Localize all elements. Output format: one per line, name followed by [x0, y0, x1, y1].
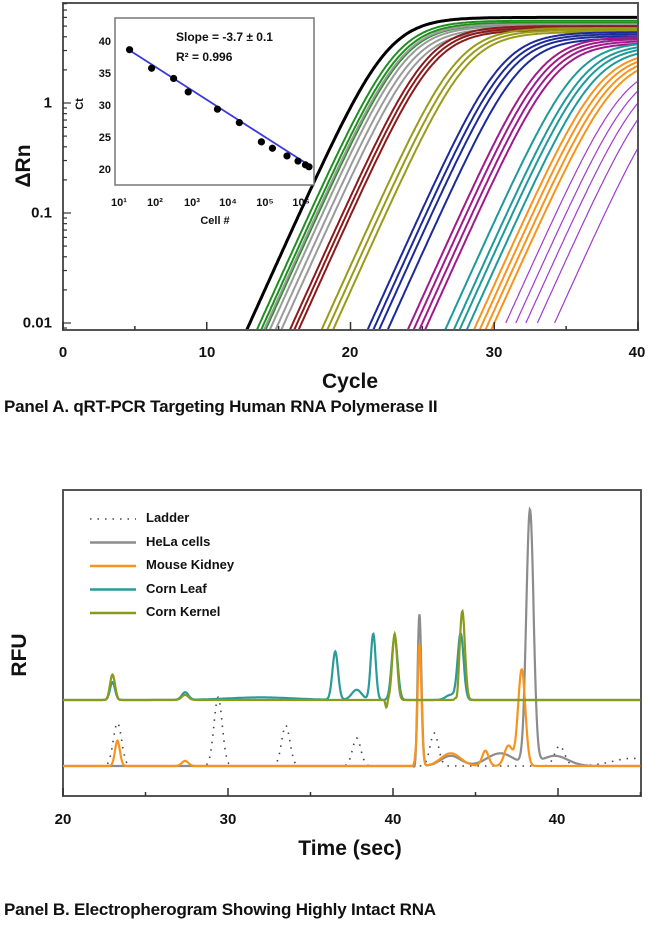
- inset-data-point: [148, 64, 156, 72]
- inset-x-tick: 10⁴: [219, 197, 237, 209]
- inset-y-label: Ct: [74, 98, 86, 110]
- amplification-curve: [255, 19, 638, 330]
- amplification-curve: [262, 23, 638, 330]
- amplification-curve: [465, 52, 638, 330]
- panel-b-caption: Panel B. Electropherogram Showing Highly…: [4, 900, 436, 919]
- x-tick-label: 0: [58, 344, 68, 361]
- amplification-curve: [452, 46, 638, 330]
- inset-x-label: Cell #: [200, 215, 230, 227]
- inset-x-tick: 10¹: [111, 197, 127, 209]
- amplification-curve: [331, 31, 638, 330]
- panel-a-curves: [245, 15, 638, 330]
- inset-frame: [114, 17, 315, 186]
- legend-label-ladder: Ladder: [146, 510, 190, 525]
- inset-slope-annotation: Slope = -3.7 ± 0.1: [176, 30, 273, 44]
- amplification-curve: [484, 64, 638, 330]
- x-tick-label: 20: [341, 344, 359, 361]
- amplification-curve: [489, 69, 638, 330]
- amplification-curve: [326, 29, 638, 330]
- inset-data-point: [294, 157, 302, 165]
- amplification-curve: [297, 29, 638, 330]
- inset-data-point: [235, 119, 243, 127]
- amplification-curve: [406, 36, 638, 330]
- inset-x-tick: 10²: [147, 197, 163, 209]
- y-tick-label: 0.01: [22, 314, 52, 332]
- y-axis-label: ΔRn: [12, 144, 35, 188]
- amplification-curve: [472, 57, 638, 330]
- amplification-curve: [554, 147, 638, 324]
- panel-b-traces: [63, 506, 641, 768]
- x-tick-label: 30: [219, 811, 237, 828]
- amplification-curve: [377, 35, 638, 330]
- amplification-curve: [505, 80, 638, 324]
- inset-y-tick: 40: [98, 36, 111, 48]
- inset-data-point: [213, 105, 222, 113]
- amplification-curve: [525, 102, 638, 324]
- amplification-curve: [515, 90, 638, 324]
- amplification-curve: [418, 40, 638, 330]
- legend-label-corn-leaf: Corn Leaf: [146, 581, 207, 596]
- inset-data-point: [305, 163, 313, 171]
- trace-corn-kernel: [63, 608, 641, 710]
- legend-label-hela: HeLa cells: [146, 534, 211, 549]
- amplification-curve: [478, 60, 638, 330]
- legend-label-mouse-kidney: Mouse Kidney: [146, 557, 235, 572]
- legend-label-corn-kernel: Corn Kernel: [146, 604, 221, 619]
- x-tick-label: 40: [384, 811, 402, 828]
- inset-data-point: [268, 144, 277, 152]
- x-tick-label: 40: [548, 811, 566, 828]
- x-tick-label: 40: [628, 344, 646, 361]
- trace-mouse-kidney: [63, 643, 641, 768]
- inset-data-point: [184, 88, 192, 96]
- inset-data-point: [283, 152, 291, 160]
- amplification-curve: [366, 31, 638, 330]
- inset-x-tick: 10⁵: [256, 197, 274, 209]
- inset-y-tick: 20: [98, 164, 111, 176]
- amplification-curve: [372, 33, 638, 330]
- inset-data-point: [125, 46, 134, 54]
- amplification-curve: [288, 25, 638, 330]
- amplification-curve: [320, 27, 638, 330]
- amplification-curve: [423, 42, 638, 330]
- amplification-curve: [443, 43, 638, 330]
- x-axis-label: Cycle: [321, 370, 379, 393]
- amplification-curve: [386, 37, 638, 330]
- x-tick-label: 10: [198, 344, 216, 361]
- amplification-curve: [412, 38, 638, 330]
- y-tick-label: 1: [43, 94, 52, 112]
- y-tick-label: 0.1: [31, 204, 52, 222]
- amplification-curve: [260, 21, 638, 330]
- amplification-curve: [245, 15, 638, 330]
- x-tick-label: 20: [54, 811, 72, 828]
- inset-data-point: [170, 74, 178, 83]
- amplification-curve: [536, 118, 638, 324]
- inset-x-tick: 10³: [184, 197, 200, 209]
- inset-y-tick: 30: [98, 100, 111, 112]
- inset-r2-annotation: R² = 0.996: [176, 50, 233, 64]
- panel-a-caption: Panel A. qRT-PCR Targeting Human RNA Pol…: [4, 397, 438, 416]
- inset-y-tick: 25: [98, 132, 111, 144]
- amplification-curve: [458, 49, 638, 330]
- inset-x-tick: 10⁶: [292, 197, 310, 209]
- trace-corn-leaf: [63, 631, 641, 702]
- y-axis-label: RFU: [8, 633, 31, 677]
- inset-data-point: [257, 138, 265, 146]
- inset-y-tick: 35: [98, 68, 111, 80]
- panel-b-frame: [62, 489, 642, 797]
- x-axis-label: Time (sec): [298, 837, 402, 860]
- x-tick-label: 30: [485, 344, 503, 361]
